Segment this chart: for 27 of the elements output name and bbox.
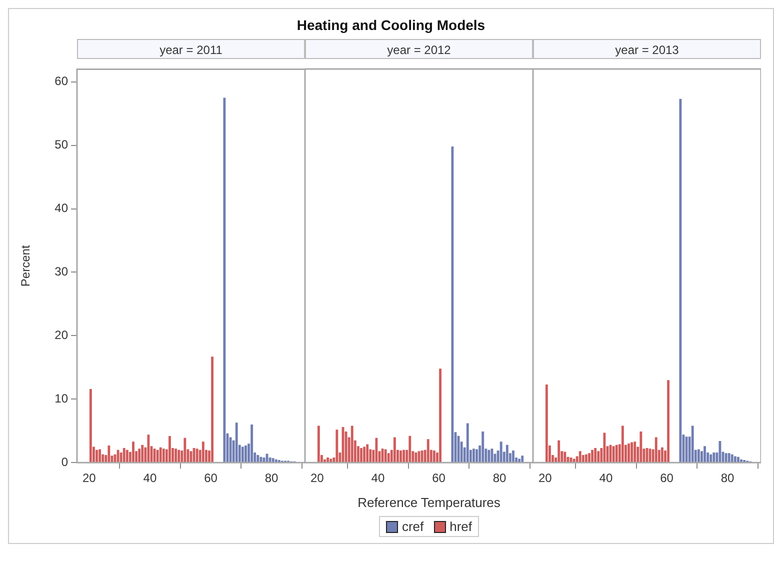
- x-axis-title: Reference Temperatures: [356, 495, 502, 510]
- y-tick-label: 0: [61, 454, 68, 469]
- x-tick-label: 60: [432, 471, 446, 486]
- x-tick-label: 60: [204, 471, 218, 486]
- y-tick-label: 20: [54, 328, 68, 342]
- legend-label: href: [450, 519, 472, 534]
- chart-subtitle: year = 2013: [533, 39, 761, 59]
- y-tick-label: 30: [54, 264, 68, 279]
- legend-label: cref: [402, 519, 424, 534]
- chart-title: Heating and Cooling Models: [296, 17, 486, 35]
- y-tick-label: 10: [54, 391, 68, 406]
- x-tick-label: 20: [538, 471, 552, 486]
- x-tick-label: 40: [371, 471, 385, 486]
- chart-subtitle: year = 2011: [77, 39, 305, 59]
- x-tick-label: 40: [143, 471, 157, 486]
- x-tick-label: 80: [492, 471, 507, 486]
- x-tick-label: 20: [310, 471, 324, 486]
- y-axis-title: Percent: [18, 244, 33, 287]
- x-tick-label: 80: [720, 471, 735, 486]
- y-tick-label: 50: [54, 138, 68, 152]
- x-tick-label: 80: [264, 471, 279, 486]
- x-tick-label: 60: [660, 471, 674, 486]
- x-tick-label: 20: [82, 471, 96, 486]
- x-tick-label: 40: [599, 471, 613, 486]
- y-tick-label: 40: [54, 201, 68, 216]
- y-tick-label: 60: [54, 74, 68, 88]
- chart-subtitle: year = 2012: [305, 39, 533, 59]
